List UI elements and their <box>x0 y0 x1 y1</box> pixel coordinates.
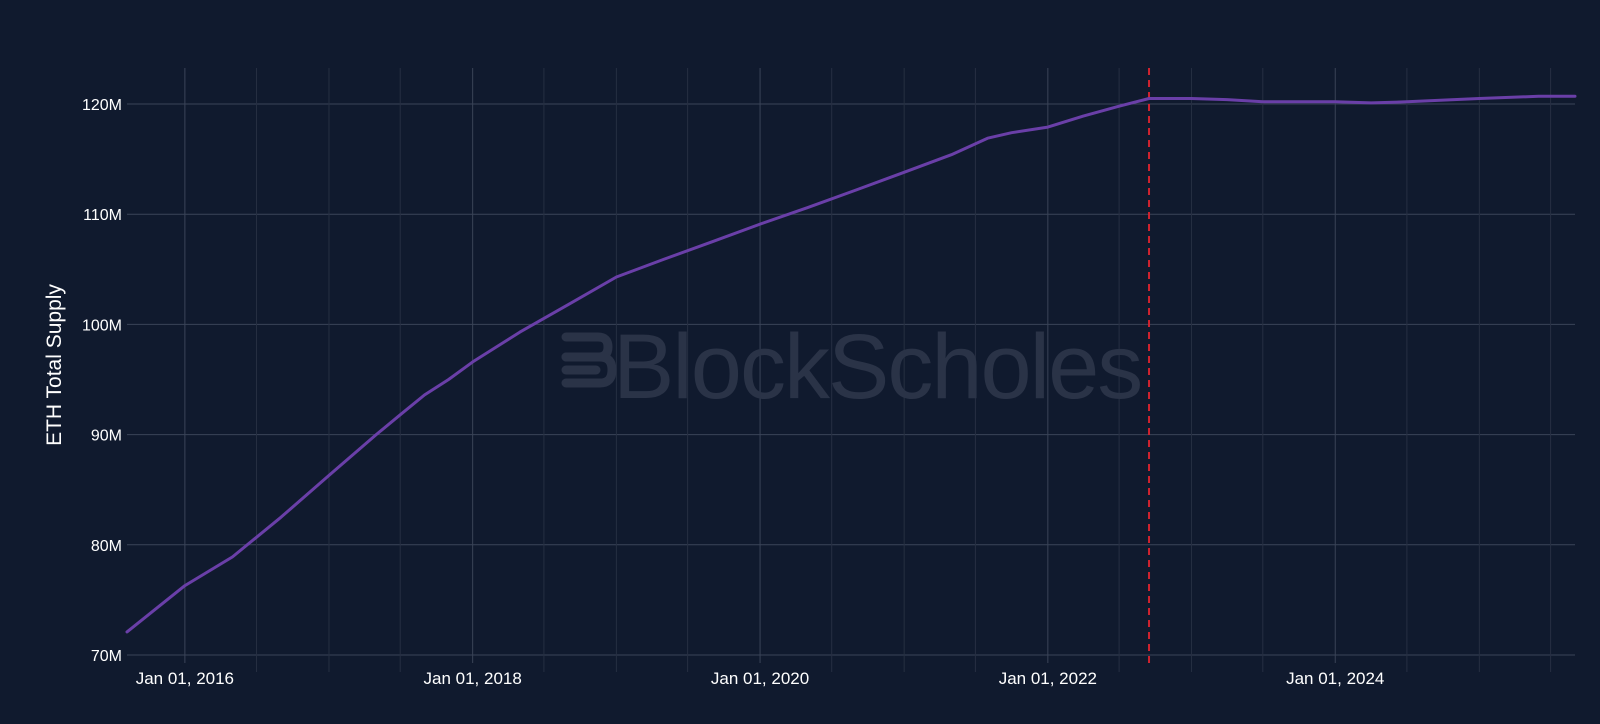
watermark-logo-icon <box>561 332 617 388</box>
y-axis-label: ETH Total Supply <box>43 284 66 446</box>
y-axis-ticks: 70M 80M 90M 100M 110M 120M <box>82 97 122 665</box>
y-tick-label: 110M <box>83 207 122 224</box>
y-tick-label: 120M <box>82 97 122 114</box>
y-tick-label: 100M <box>82 317 122 334</box>
x-axis-ticks: Jan 01, 2016 Jan 01, 2018 Jan 01, 2020 Jan … <box>136 669 1385 688</box>
y-tick-label: 70M <box>91 648 122 665</box>
series-line <box>125 94 1577 634</box>
grid-lines <box>127 68 1575 672</box>
watermark: BlockScholes <box>561 316 1143 418</box>
series <box>125 94 1577 634</box>
y-tick-label: 90M <box>91 428 122 445</box>
x-tick-label: Jan 01, 2020 <box>711 669 809 688</box>
x-tick-label: Jan 01, 2018 <box>424 669 522 688</box>
x-tick-label: Jan 01, 2024 <box>1286 669 1384 688</box>
y-tick-label: 80M <box>91 538 122 555</box>
x-tick-label: Jan 01, 2022 <box>999 669 1097 688</box>
x-tick-label: Jan 01, 2016 <box>136 669 234 688</box>
watermark-text: BlockScholes <box>613 316 1141 418</box>
